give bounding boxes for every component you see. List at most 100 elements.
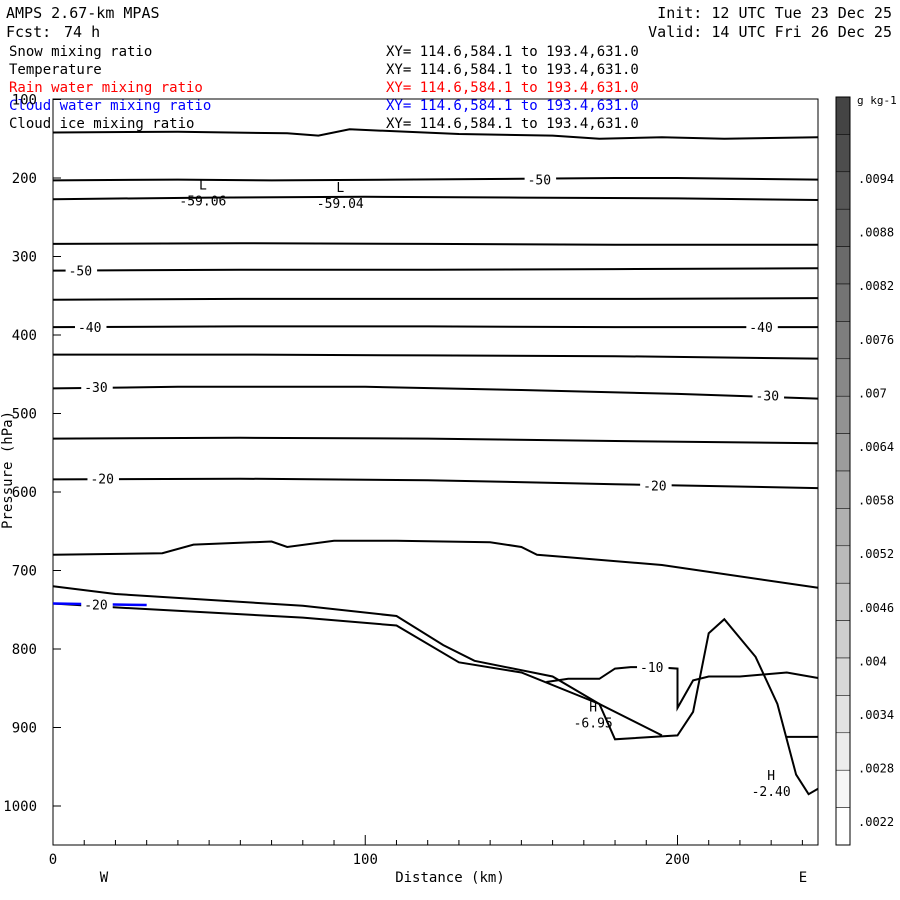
contour-label: -20 bbox=[643, 480, 666, 495]
y-axis-label: Pressure (hPa) bbox=[0, 411, 16, 529]
colorbar-swatch bbox=[835, 620, 851, 659]
contour-label: -20 bbox=[90, 473, 113, 488]
high-marker: H bbox=[589, 701, 597, 716]
contour-label-bg bbox=[87, 470, 119, 487]
colorbar-swatch bbox=[835, 695, 851, 734]
colorbar-swatch bbox=[835, 657, 851, 696]
y-tick-label: 600 bbox=[12, 485, 37, 501]
extremum-value: -6.95 bbox=[574, 717, 613, 732]
colorbar-tick-label: .0058 bbox=[858, 494, 894, 508]
colorbar-swatch bbox=[835, 96, 851, 135]
contour-label-bg bbox=[746, 319, 778, 336]
y-axis: 100 200 300 400 500 600 700 800 900 1000 bbox=[3, 93, 61, 815]
colorbar-tick-label: .0022 bbox=[858, 815, 894, 829]
field-xy: XY= 114.6,584.1 to 193.4,631.0 bbox=[386, 80, 639, 96]
colorbar-tick-label: .0052 bbox=[858, 547, 894, 561]
colorbar-tick-label: .004 bbox=[858, 654, 887, 668]
colorbar-tick-label: .0076 bbox=[858, 333, 894, 347]
contour-label-bg bbox=[74, 319, 107, 336]
field-name: Temperature bbox=[9, 62, 102, 78]
colorbar-tick-label: .0034 bbox=[858, 708, 894, 722]
contour-labels: -50 -50 -40 -40 -30 -30 -20 -20 -10 -20 bbox=[65, 171, 785, 676]
x-tick-label: 200 bbox=[665, 852, 690, 868]
isotherm-line bbox=[52, 177, 819, 182]
extremum-value: -2.40 bbox=[752, 785, 791, 800]
colorbar-swatch bbox=[835, 582, 851, 621]
y-tick-label: 1000 bbox=[3, 799, 37, 815]
colorbar-swatch bbox=[835, 470, 851, 509]
valid-time: Valid: 14 UTC Fri 26 Dec 25 bbox=[648, 23, 892, 41]
colorbar-unit: g kg-1 bbox=[857, 94, 897, 107]
isotherm-line bbox=[52, 195, 819, 201]
field-name: Rain water mixing ratio bbox=[9, 80, 203, 96]
colorbar-swatch bbox=[835, 732, 851, 771]
contour-label-bg bbox=[637, 659, 669, 676]
field-xy: XY= 114.6,584.1 to 193.4,631.0 bbox=[386, 62, 639, 78]
plot-border bbox=[52, 98, 819, 846]
colorbar-swatch bbox=[835, 134, 851, 173]
colorbar-swatch bbox=[835, 283, 851, 322]
isotherm-line bbox=[52, 325, 818, 329]
model-title: AMPS 2.67-km MPAS bbox=[6, 4, 160, 22]
contour-label-bg bbox=[81, 596, 113, 613]
x-axis: 0 100 200 bbox=[49, 835, 803, 868]
contour-label-bg bbox=[81, 378, 113, 395]
isotherm-line bbox=[52, 267, 819, 272]
y-tick-label: 700 bbox=[12, 564, 37, 580]
init-time: Init: 12 UTC Tue 23 Dec 25 bbox=[657, 4, 892, 22]
colorbar-swatch bbox=[835, 508, 851, 547]
y-tick-label: 900 bbox=[12, 721, 37, 737]
colorbar-swatch bbox=[835, 807, 851, 846]
field-name: Snow mixing ratio bbox=[9, 44, 153, 60]
fcst-label: Fcst: bbox=[6, 23, 52, 41]
colorbar-swatch bbox=[835, 171, 851, 210]
y-tick-label: 100 bbox=[12, 93, 37, 109]
isotherm-line bbox=[52, 539, 819, 589]
isotherm-line bbox=[52, 297, 819, 301]
y-tick-label: 400 bbox=[12, 328, 37, 344]
isotherm-line bbox=[52, 585, 663, 737]
contour-label-bg bbox=[752, 387, 785, 404]
contour-label: -40 bbox=[749, 321, 772, 336]
isotherm-line bbox=[52, 436, 819, 445]
colorbar-tick-label: .0082 bbox=[858, 279, 894, 293]
colorbar-swatch bbox=[835, 358, 851, 397]
isotherm-group bbox=[52, 128, 819, 796]
colorbar-tick-label: .0094 bbox=[858, 172, 894, 186]
y-tick-label: 200 bbox=[12, 171, 37, 187]
contour-label: -20 bbox=[84, 598, 107, 613]
high-marker: H bbox=[767, 769, 775, 784]
isotherm-line bbox=[53, 353, 819, 360]
contour-label: -50 bbox=[528, 174, 551, 189]
contour-label-bg bbox=[640, 477, 672, 494]
contour-label: -50 bbox=[69, 265, 92, 280]
isotherm-line bbox=[52, 602, 819, 796]
colorbar-tick-label: .0046 bbox=[858, 601, 894, 615]
field-xy: XY= 114.6,584.1 to 193.4,631.0 bbox=[386, 116, 639, 132]
colorbar-swatch bbox=[835, 321, 851, 360]
colorbar-swatch bbox=[835, 769, 851, 808]
y-tick-label: 300 bbox=[12, 250, 37, 266]
extremum-value: -59.06 bbox=[179, 195, 226, 210]
isotherm-line bbox=[52, 128, 819, 140]
isotherm-line bbox=[52, 242, 818, 246]
colorbar-tick-label: .007 bbox=[858, 386, 887, 400]
contour-label: -30 bbox=[84, 381, 107, 396]
colorbar-tick-label: .0088 bbox=[858, 226, 894, 240]
colorbar-tick-label: .0064 bbox=[858, 440, 894, 454]
field-xy: XY= 114.6,584.1 to 193.4,631.0 bbox=[386, 98, 639, 114]
field-name: Cloud water mixing ratio bbox=[9, 98, 212, 114]
contour-label-bg bbox=[524, 171, 557, 188]
colorbar-swatch bbox=[835, 545, 851, 584]
low-marker: L bbox=[199, 179, 207, 194]
plot-frame bbox=[52, 98, 819, 846]
isotherm-line bbox=[52, 477, 819, 490]
contour-label: -30 bbox=[756, 389, 779, 404]
extrema-labels: L-59.06L-59.04H-6.95H-2.40 bbox=[179, 179, 790, 800]
isotherm-line bbox=[52, 385, 819, 400]
contour-label: -10 bbox=[640, 661, 663, 676]
fcst-value: 74 h bbox=[64, 23, 101, 41]
isotherm-line bbox=[546, 666, 819, 712]
low-marker: L bbox=[336, 181, 344, 196]
